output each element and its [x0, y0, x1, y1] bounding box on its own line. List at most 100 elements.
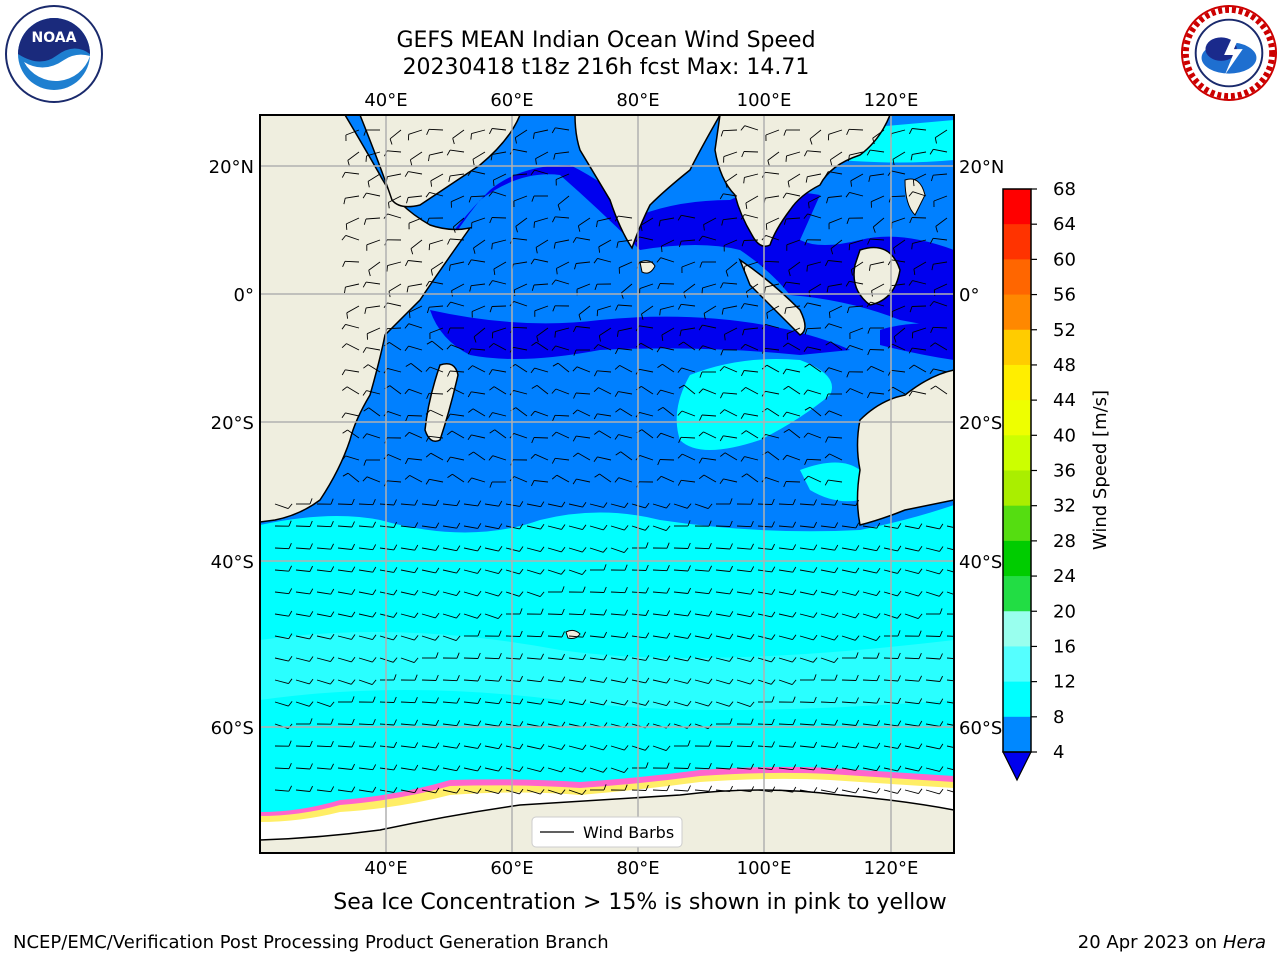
wind-barb-flag	[679, 330, 682, 337]
wind-barb	[316, 657, 331, 663]
wind-barb-flag	[456, 567, 461, 574]
wind-barb	[492, 455, 507, 461]
wind-barb-flag	[603, 677, 608, 683]
wind-barb	[295, 657, 310, 662]
wind-barb	[912, 347, 927, 351]
wind-barb	[589, 547, 604, 553]
wind-barb	[933, 148, 948, 153]
wind-barb-flag	[729, 565, 734, 572]
southeast-asia	[714, 115, 891, 247]
wind-barb	[366, 281, 381, 285]
wind-barb	[295, 745, 311, 747]
wind-barb	[526, 767, 541, 773]
wind-barb	[366, 239, 381, 246]
wind-barb-flag	[488, 369, 493, 375]
wind-barb-flag	[476, 613, 482, 619]
wind-barb-flag	[572, 237, 577, 243]
wind-barb	[809, 406, 822, 417]
wind-barb-flag	[918, 675, 923, 682]
wind-barb	[421, 547, 436, 551]
wind-barb	[848, 128, 864, 131]
wind-barb-flag	[813, 674, 817, 681]
wind-barb-flag	[582, 586, 586, 593]
wind-barb-flag	[351, 718, 355, 725]
wind-barb-flag	[456, 545, 461, 551]
wind-barb-flag	[939, 788, 944, 795]
wind-barb	[387, 454, 402, 461]
wind-barb-flag	[515, 226, 518, 233]
wind-barb	[703, 431, 717, 439]
wind-barb	[820, 525, 835, 529]
wind-barb	[841, 547, 856, 551]
wind-barb-flag	[540, 653, 545, 660]
wind-barb	[400, 789, 415, 794]
wind-barb	[526, 679, 541, 683]
wind-barb-flag	[846, 371, 850, 378]
wind-barb-flag	[362, 347, 367, 353]
wind-barb	[620, 451, 633, 461]
wind-barb-flag	[593, 258, 598, 264]
wind-barb	[807, 346, 822, 351]
wind-barb-flag	[426, 218, 430, 225]
wind-barb-flag	[530, 367, 535, 374]
wind-barb	[556, 431, 570, 439]
wind-barb	[799, 657, 814, 663]
wind-barb-flag	[414, 589, 419, 596]
wind-barb	[598, 387, 612, 395]
colorbar-segment	[1003, 681, 1031, 718]
wind-barb	[785, 481, 801, 483]
wind-barb-flag	[498, 653, 502, 659]
wind-barb	[757, 613, 772, 618]
wind-barb-flag	[740, 125, 746, 131]
wind-barb	[807, 261, 822, 267]
wind-barb-flag	[961, 676, 964, 681]
wind-barb-flag	[908, 347, 913, 354]
colorbar-tick-label: 60	[1053, 249, 1076, 270]
wind-barb-flag	[535, 247, 538, 254]
wind-barb	[765, 433, 780, 439]
wind-barb-flag	[473, 336, 477, 343]
wind-barb	[421, 613, 436, 619]
wind-barb-flag	[372, 499, 376, 505]
wind-barb-flag	[792, 634, 797, 640]
wind-barb	[589, 745, 604, 751]
wind-barb	[736, 657, 751, 663]
wind-barb-flag	[362, 433, 368, 439]
wind-barb	[449, 370, 465, 373]
wind-barb	[736, 525, 752, 528]
wind-barb-flag	[435, 590, 440, 596]
wind-barb-flag	[824, 453, 830, 459]
wind-barb-flag	[498, 743, 503, 749]
wind-barb-flag	[725, 270, 729, 277]
wind-barb-flag	[351, 543, 356, 550]
wind-barb-flag	[488, 128, 493, 135]
wind-barb-flag	[553, 153, 556, 160]
arabian-peninsula	[359, 115, 521, 208]
wind-barb-flag	[309, 718, 313, 725]
wind-barb-flag	[426, 393, 430, 399]
wind-barb-flag	[552, 415, 556, 421]
wind-barb	[484, 591, 499, 597]
wind-barb	[555, 127, 570, 131]
wind-barb	[652, 679, 667, 684]
wind-barb	[534, 480, 549, 483]
wind-barb	[723, 478, 738, 483]
colorbar-segment	[1003, 576, 1031, 612]
wind-barb-flag	[615, 408, 621, 413]
wind-barb-flag	[519, 523, 524, 530]
wind-barb	[681, 261, 696, 268]
wind-barb	[660, 346, 675, 351]
wind-barb-flag	[771, 634, 776, 640]
wind-barb-flag	[477, 765, 482, 772]
wind-barb	[757, 569, 772, 573]
wind-barb	[639, 236, 654, 241]
wind-barb	[345, 283, 360, 288]
wind-barb	[547, 745, 562, 750]
colorbar-segment	[1003, 400, 1031, 436]
wind-barb	[491, 305, 507, 307]
footer-organization: NCEP/EMC/Verification Post Processing Pr…	[13, 932, 609, 953]
wind-barb-flag	[603, 564, 607, 571]
wind-barb	[387, 367, 402, 373]
wind-barb	[484, 569, 499, 575]
